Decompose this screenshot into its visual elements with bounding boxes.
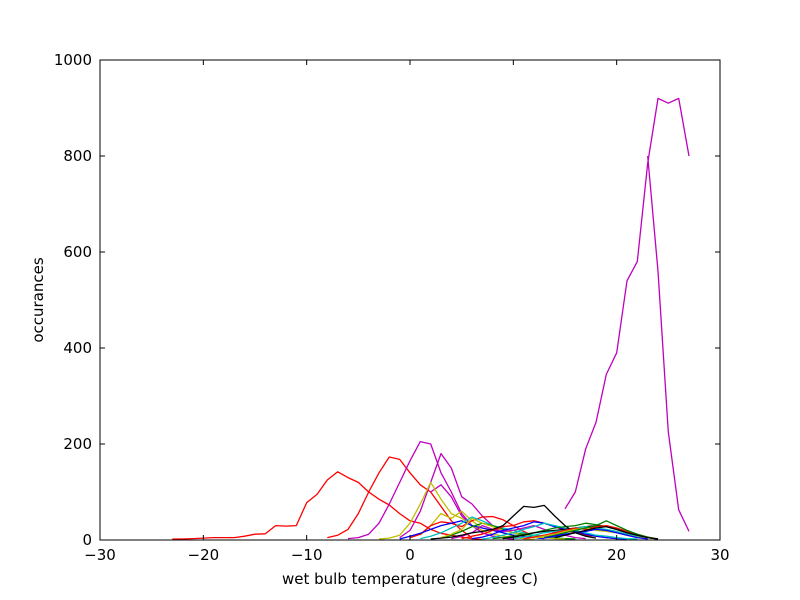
series-line-26 [647,155,690,532]
x-tick-label: −30 [84,546,116,564]
y-tick-label: 0 [82,531,92,549]
x-tick-label: 0 [405,546,415,564]
y-tick-label: 400 [63,339,92,357]
series-line-22 [544,520,659,540]
series-line-1 [327,456,473,539]
x-tick-label: 30 [710,546,729,564]
ticks-layer: −30 −20 −10 0 10 20 30 0 200 400 600 800 1000 [54,51,730,564]
series-line-24 [554,525,659,540]
series-line-23 [544,528,648,540]
x-tick-label: 20 [607,546,626,564]
series-layer [172,97,690,541]
x-tick-label: 10 [504,546,523,564]
y-tick-label: 800 [63,147,92,165]
x-tick-label: −10 [291,546,323,564]
series-line-19 [513,525,648,540]
x-tick-label: −20 [188,546,220,564]
x-axis-label: wet bulb temperature (degrees C) [282,570,538,588]
y-tick-label: 1000 [54,51,92,69]
plot-area [100,60,720,540]
y-tick-label: 200 [63,435,92,453]
y-tick-label: 600 [63,243,92,261]
series-line-25 [564,97,690,510]
series-line-17 [430,504,597,540]
y-axis-label: occurances [29,257,47,343]
